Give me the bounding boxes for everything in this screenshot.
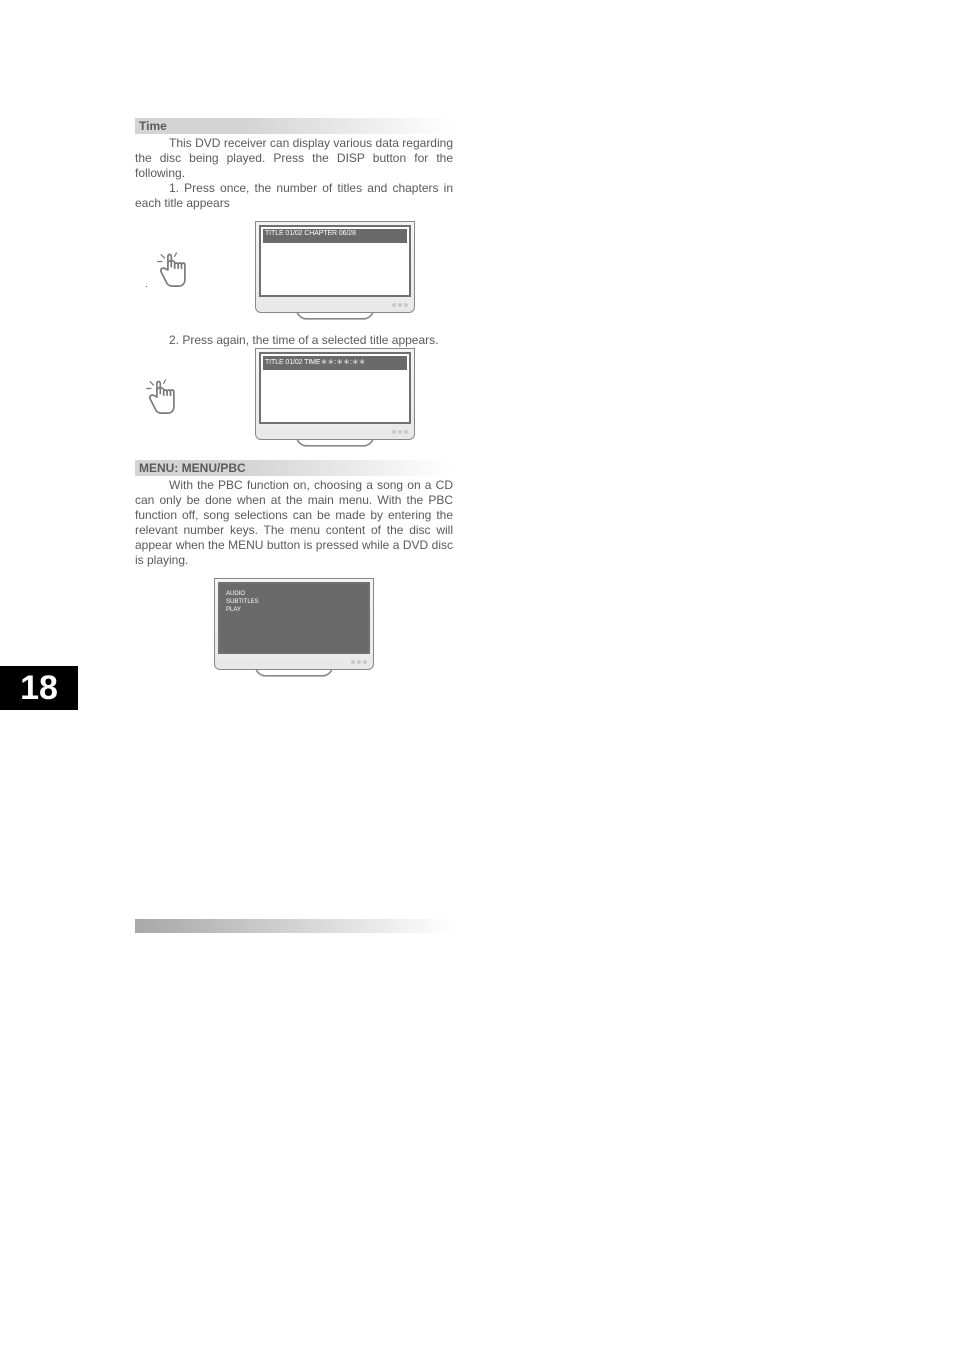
tv-menu-content: AUDIO SUBTITLES PLAY: [220, 584, 368, 620]
tv-block-2: TITLE 01/02 TIME＊＊:＊＊:＊＊: [135, 348, 453, 450]
page-number-tab: 18: [0, 666, 78, 710]
hand-press-icon: [156, 251, 190, 289]
text: This DVD receiver can display various da…: [135, 136, 453, 181]
menu-paragraph-1: With the PBC function on, choosing a son…: [135, 478, 453, 568]
tv-menu-line3: PLAY: [226, 606, 362, 614]
time-paragraph-2: 1. Press once, the number of titles and …: [135, 181, 453, 211]
text: With the PBC function on, choosing a son…: [135, 478, 453, 568]
tv-overlay-text: TITLE 01/02 CHAPTER 06/28: [263, 229, 407, 243]
time-paragraph-1: This DVD receiver can display various da…: [135, 136, 453, 181]
content-column: Time This DVD receiver can display vario…: [135, 118, 453, 690]
tv-overlay-text: TITLE 01/02 TIME＊＊:＊＊:＊＊: [263, 356, 407, 370]
dot-text: .: [145, 279, 148, 290]
time-heading: Time: [135, 118, 453, 134]
page-number: 18: [20, 669, 58, 708]
menu-heading: MENU: MENU/PBC: [135, 460, 453, 476]
tv-monitor-icon: TITLE 01/02 TIME＊＊:＊＊:＊＊: [255, 348, 415, 450]
text: 2. Press again, the time of a selected t…: [135, 333, 453, 348]
hand-press-icon: [145, 378, 179, 416]
tv-monitor-icon: TITLE 01/02 CHAPTER 06/28: [255, 221, 415, 323]
tv-menu-line1: AUDIO: [226, 590, 362, 598]
hand-column: [135, 378, 235, 421]
bottom-gradient-bar: [135, 919, 453, 933]
time-paragraph-3: 2. Press again, the time of a selected t…: [135, 333, 453, 348]
page-container: 18 Time This DVD receiver can display va…: [0, 0, 954, 1351]
tv-monitor-icon: AUDIO SUBTITLES PLAY: [214, 578, 374, 680]
tv-menu-line2: SUBTITLES: [226, 598, 362, 606]
text: 1. Press once, the number of titles and …: [135, 181, 453, 211]
tv-block-1: . TITLE 01/02 CHAPTER 06/28: [135, 221, 453, 323]
tv-block-3: AUDIO SUBTITLES PLAY: [135, 578, 453, 680]
hand-column: .: [135, 251, 235, 294]
